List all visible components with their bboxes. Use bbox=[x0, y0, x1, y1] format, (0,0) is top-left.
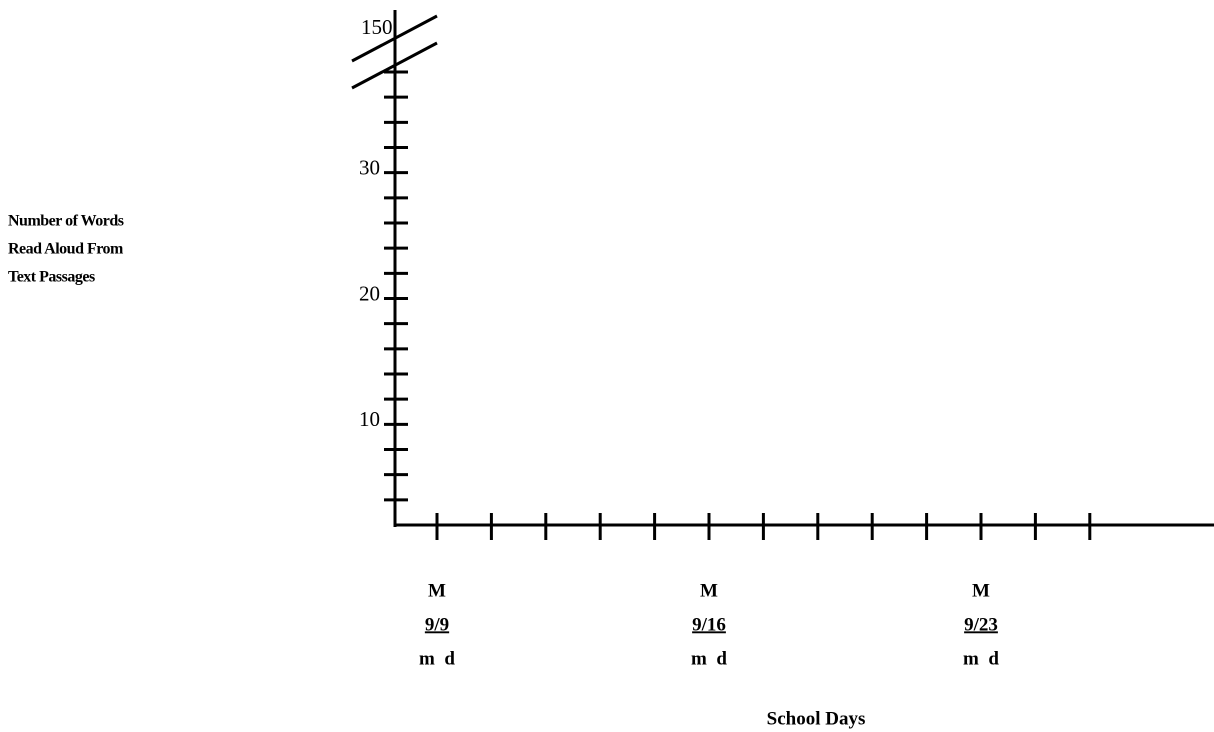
day-label: M bbox=[700, 580, 718, 601]
date-format: m d bbox=[419, 648, 455, 669]
x-tick-label: 9/23 bbox=[964, 614, 998, 635]
break-label: 150 bbox=[361, 15, 393, 39]
y-axis-title: Text Passages bbox=[8, 269, 95, 286]
y-axis-title: Number of Words bbox=[8, 213, 124, 230]
y-tick-label: 20 bbox=[359, 281, 380, 305]
day-label: M bbox=[428, 580, 446, 601]
y-axis-title: Read Aloud From bbox=[8, 241, 124, 258]
x-axis-title: School Days bbox=[767, 708, 866, 729]
date-format: m d bbox=[963, 648, 999, 669]
x-tick-label: 9/9 bbox=[425, 614, 449, 635]
y-tick-label: 10 bbox=[359, 407, 380, 431]
day-label: M bbox=[972, 580, 990, 601]
x-tick-label: 9/16 bbox=[692, 614, 726, 635]
date-format: m d bbox=[691, 648, 727, 669]
y-tick-label: 30 bbox=[359, 155, 380, 179]
